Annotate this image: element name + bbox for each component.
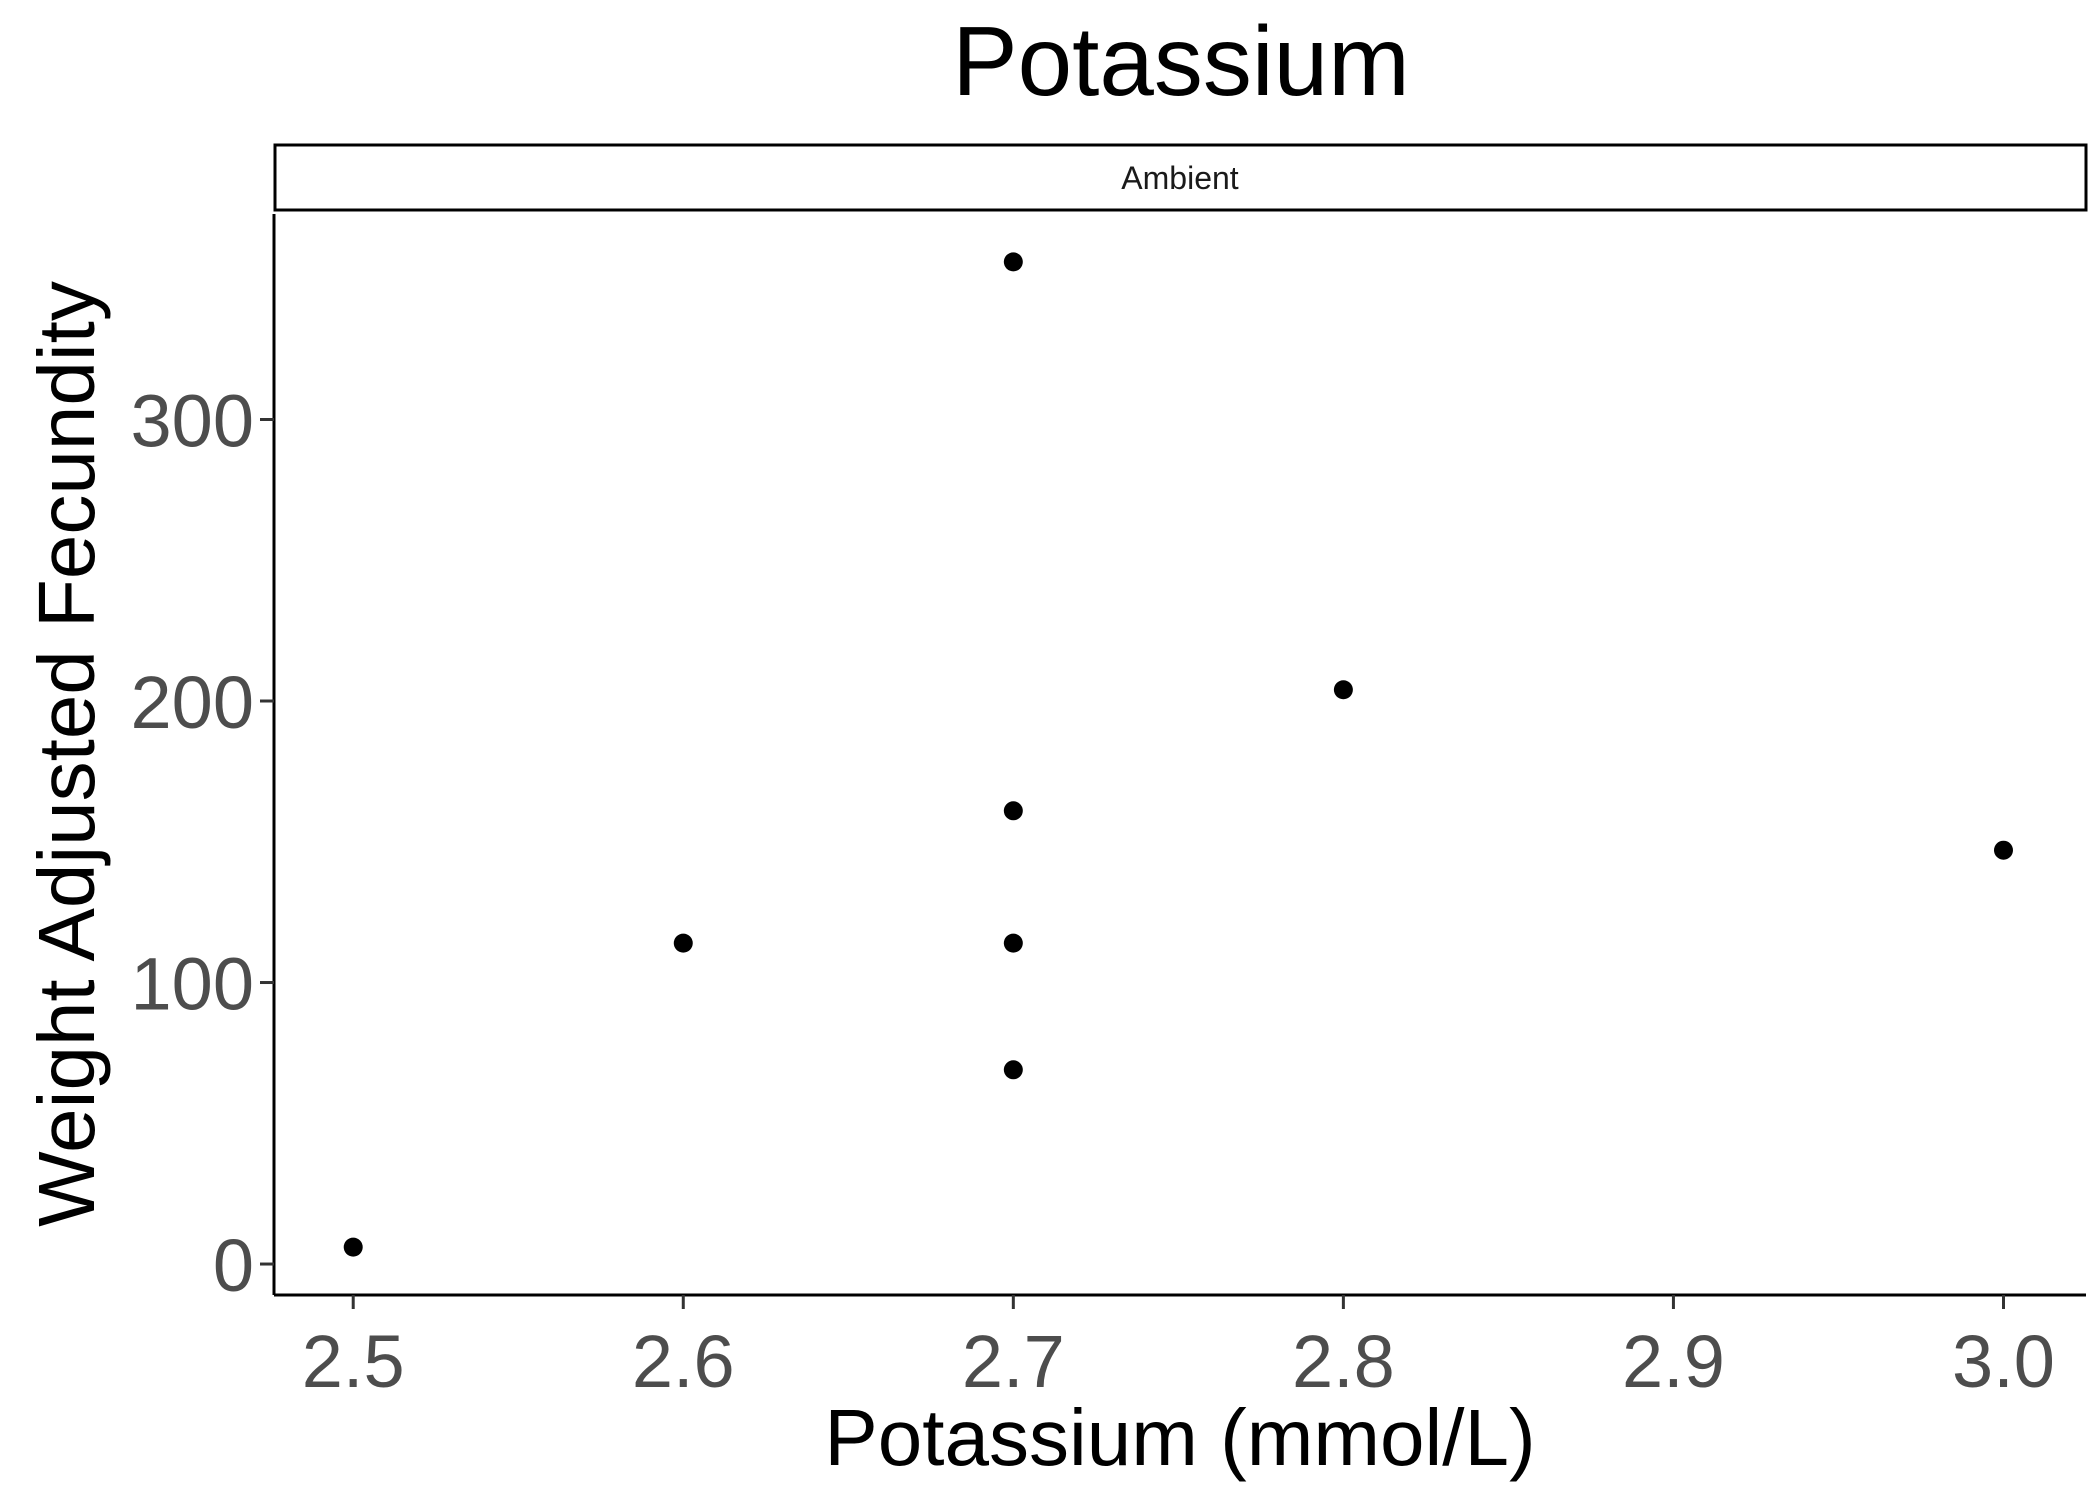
data-point (1003, 801, 1023, 821)
y-tick-label: 300 (131, 380, 254, 463)
y-axis-ticks: 0 100 200 300 (131, 380, 274, 1307)
x-axis-ticks: 2.5 2.6 2.7 2.8 2.9 3.0 (302, 1295, 2055, 1403)
data-point (343, 1237, 363, 1257)
data-point (673, 933, 693, 953)
x-tick-label: 2.8 (1292, 1320, 1395, 1403)
x-axis-title: Potassium (mmol/L) (824, 1393, 1535, 1482)
facet-label: Ambient (1121, 160, 1239, 196)
y-axis-title: Weight Adjusted Fecundity (22, 281, 111, 1227)
facet-strip (273, 143, 2088, 212)
y-tick-label: 0 (213, 1224, 254, 1307)
data-point (1993, 840, 2013, 860)
data-point (1003, 252, 1023, 272)
data-points (343, 252, 2013, 1257)
x-tick-label: 2.7 (962, 1320, 1065, 1403)
y-tick-label: 100 (131, 943, 254, 1026)
x-tick-label: 2.9 (1622, 1320, 1725, 1403)
x-tick-label: 3.0 (1952, 1320, 2055, 1403)
data-point (1003, 933, 1023, 953)
chart-title: Potassium (952, 6, 1410, 116)
data-point (1333, 680, 1353, 700)
y-tick-label: 200 (131, 661, 254, 744)
data-point (1003, 1060, 1023, 1080)
x-tick-label: 2.5 (302, 1320, 405, 1403)
x-tick-label: 2.6 (632, 1320, 735, 1403)
